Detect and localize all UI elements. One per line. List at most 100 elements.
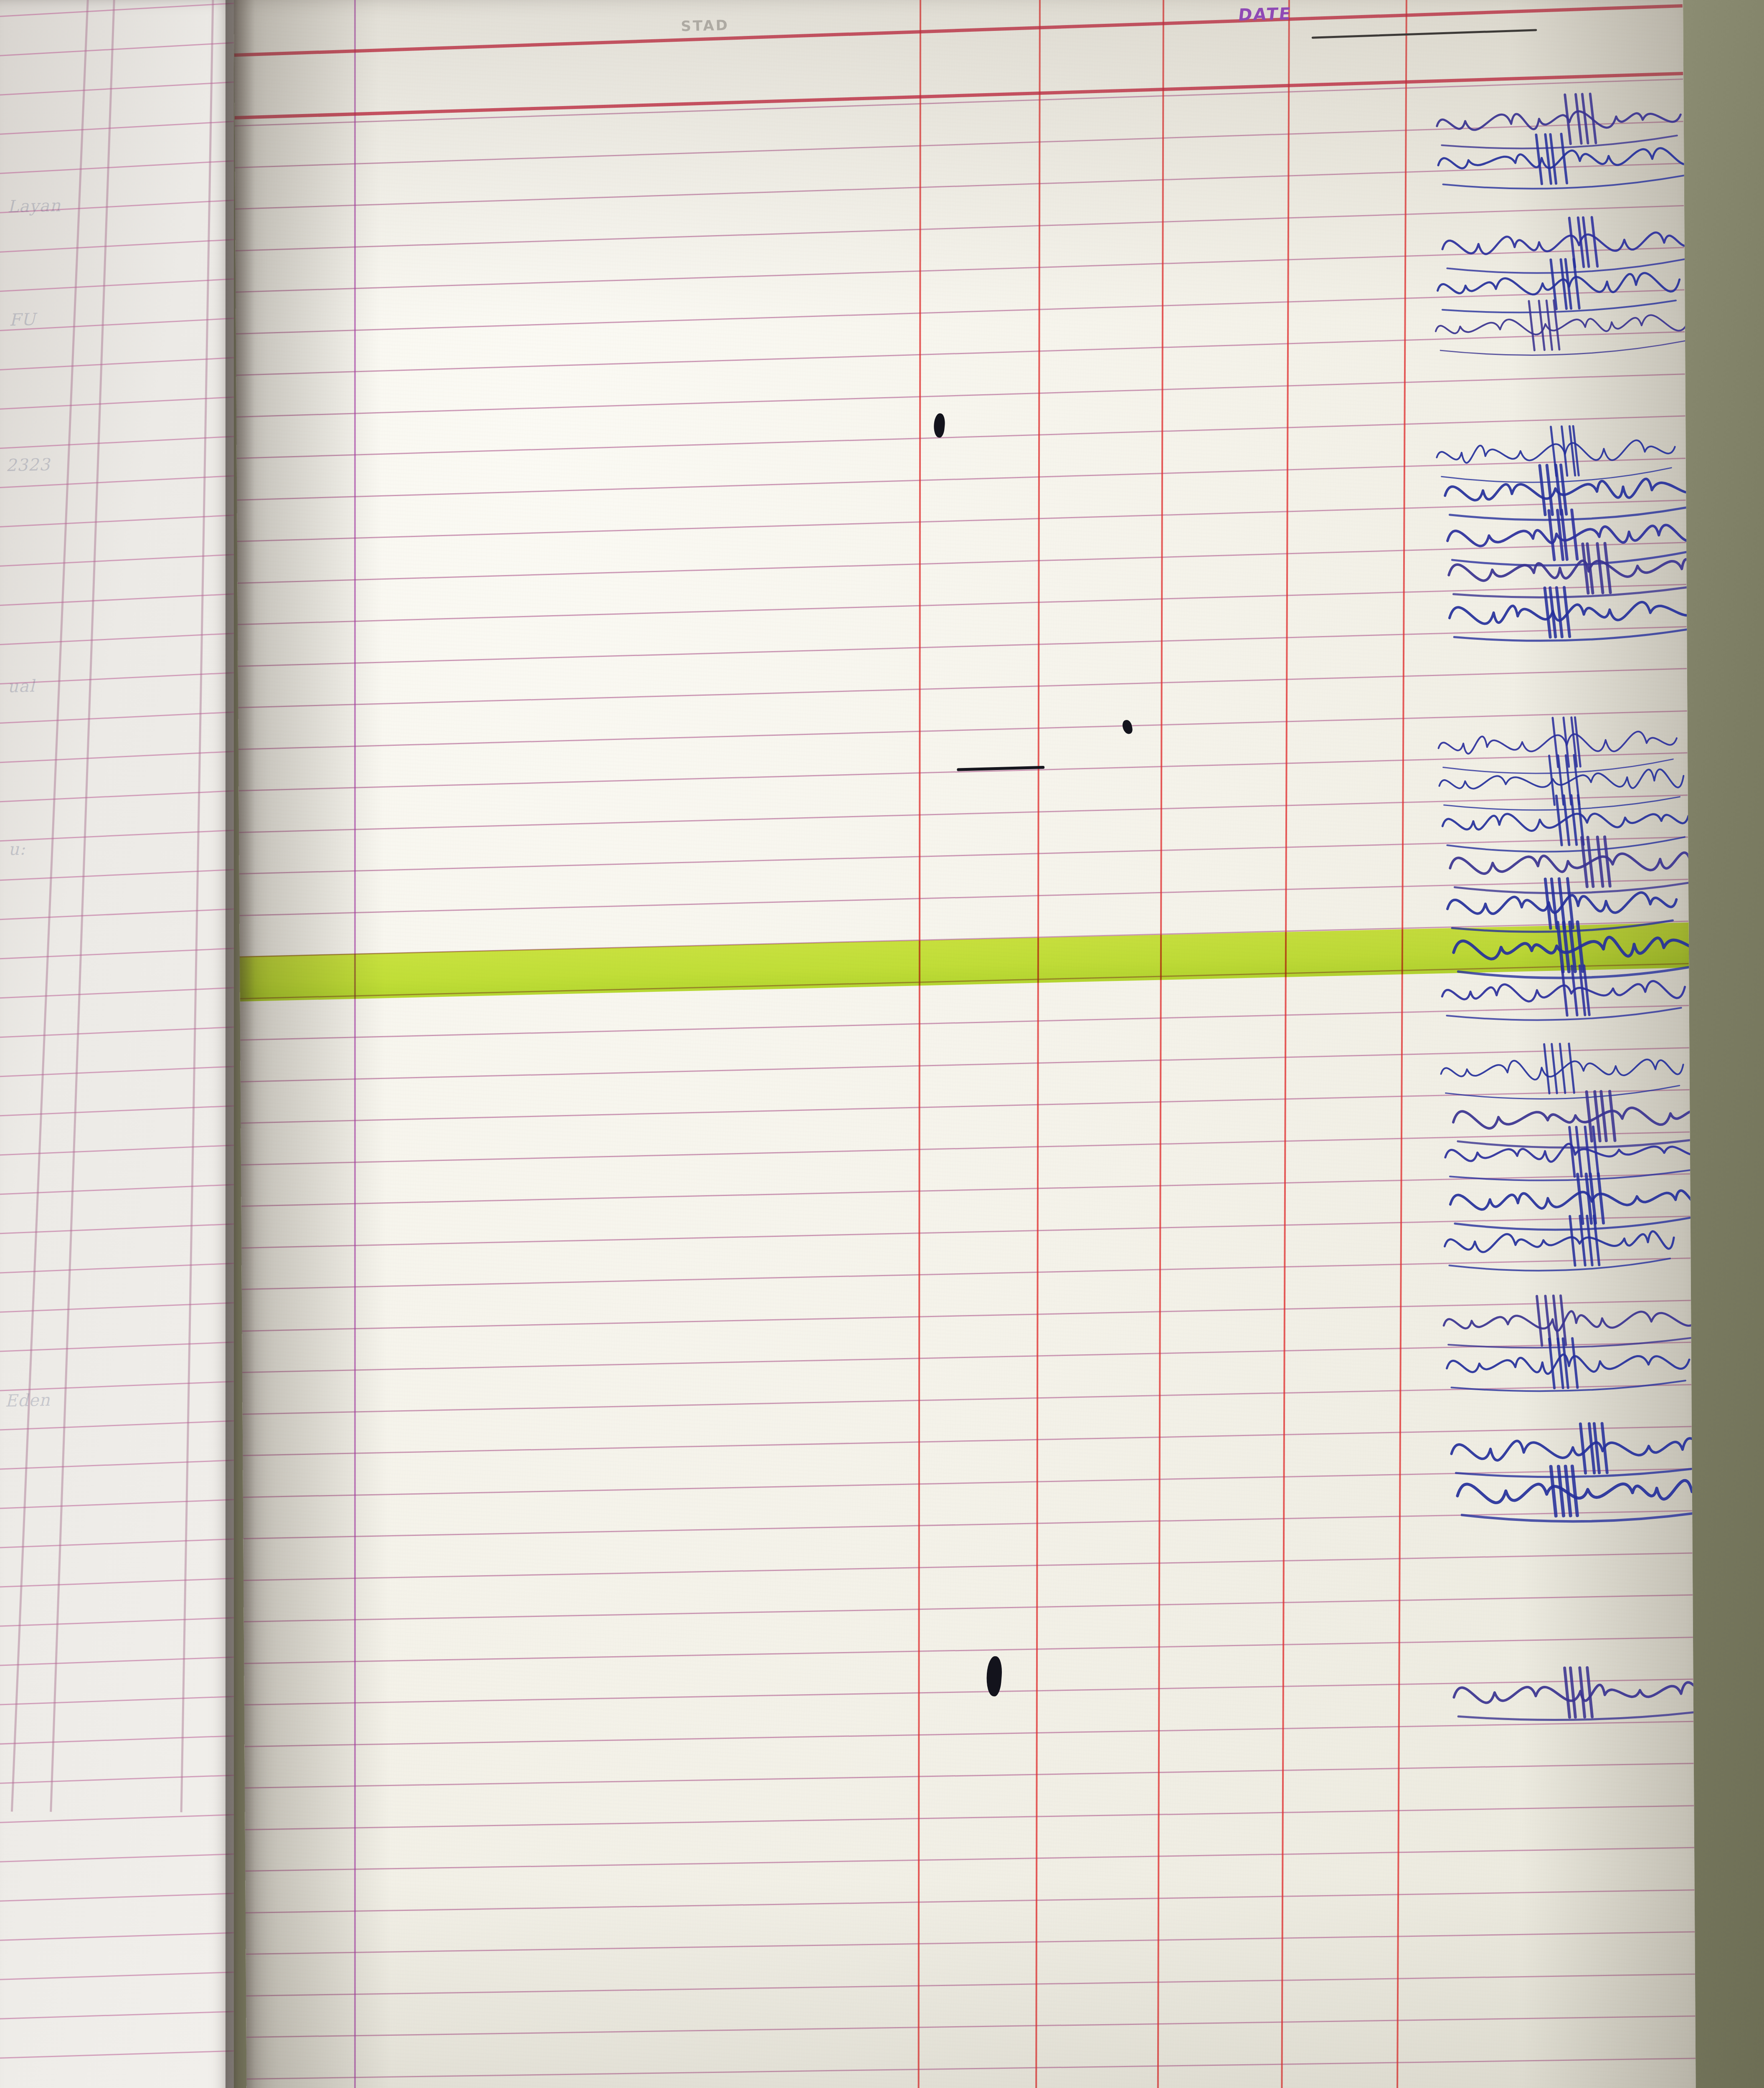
cell-name bbox=[376, 383, 380, 415]
cell-out2 bbox=[1310, 418, 1311, 451]
cell-in1 bbox=[939, 712, 940, 744]
cell-in1 bbox=[942, 1252, 943, 1285]
previous-page: Layan FU 2323 ual u: Eden bbox=[0, 0, 234, 2088]
previous-page-rule bbox=[0, 1379, 234, 1392]
cell-in2 bbox=[1180, 129, 1181, 161]
previous-page-rule bbox=[0, 1537, 234, 1549]
previous-page-rule bbox=[0, 2009, 234, 2020]
previous-page-rule bbox=[0, 1300, 234, 1313]
cell-out1 bbox=[1057, 586, 1058, 619]
cell-name bbox=[382, 1380, 387, 1412]
cell-name bbox=[383, 1422, 387, 1454]
previous-page-rule bbox=[0, 1498, 234, 1510]
cell-out2 bbox=[1315, 1208, 1316, 1241]
cell-out2 bbox=[1311, 502, 1312, 534]
cell-in1 bbox=[939, 795, 940, 827]
previous-page-rule bbox=[0, 434, 234, 450]
previous-page-rule bbox=[0, 512, 234, 528]
cell-in2 bbox=[1181, 419, 1182, 452]
cell-out1 bbox=[1060, 1085, 1061, 1117]
attendance-table bbox=[234, 0, 1697, 2088]
cell-in2 bbox=[1184, 877, 1185, 909]
previous-page-rule bbox=[0, 591, 234, 607]
cell-out2 bbox=[1312, 585, 1313, 617]
previous-page-rule bbox=[0, 1340, 234, 1353]
cell-in2 bbox=[1186, 1167, 1187, 1200]
cell-in2 bbox=[1186, 1209, 1187, 1242]
previous-page-rule bbox=[0, 631, 234, 646]
cell-name bbox=[376, 424, 380, 457]
cell-name bbox=[379, 840, 383, 872]
cell-name bbox=[382, 1338, 386, 1371]
cell-name bbox=[377, 549, 381, 581]
previous-page-rule bbox=[0, 1773, 234, 1784]
cell-name bbox=[379, 881, 383, 914]
cell-in2 bbox=[1187, 1333, 1188, 1366]
previous-page-rule bbox=[0, 1891, 234, 1902]
cell-name bbox=[375, 590, 376, 623]
cell-in2 bbox=[1188, 1458, 1189, 1491]
previous-page-rule bbox=[0, 79, 234, 96]
cell-in1 bbox=[942, 1169, 943, 1201]
previous-page-rule bbox=[0, 1576, 234, 1588]
cell-date bbox=[242, 799, 247, 831]
cell-out1 bbox=[1055, 296, 1056, 328]
cell-in1 bbox=[941, 1044, 942, 1077]
cell-date bbox=[247, 1672, 252, 1704]
attendance-log-page: STAD DATE bbox=[234, 0, 1697, 2088]
previous-page-rule bbox=[0, 985, 234, 999]
previous-page-rule bbox=[0, 119, 234, 136]
cell-out1 bbox=[1055, 254, 1056, 286]
cell-name bbox=[379, 923, 384, 955]
cell-in2 bbox=[1180, 212, 1181, 244]
cell-out1 bbox=[1057, 545, 1058, 577]
previous-page-rule bbox=[0, 394, 234, 411]
cell-out1 bbox=[1057, 503, 1058, 536]
cell-name bbox=[375, 258, 380, 291]
cell-out1 bbox=[1059, 877, 1060, 910]
cell-out1 bbox=[1061, 1168, 1062, 1201]
previous-page-rule bbox=[0, 1931, 234, 1941]
previous-page-rule bbox=[0, 1025, 234, 1039]
cell-in1 bbox=[938, 587, 939, 620]
cell-name bbox=[377, 507, 381, 540]
cell-in2 bbox=[1179, 87, 1180, 119]
cell-name bbox=[379, 1297, 380, 1329]
previous-page-rule bbox=[0, 355, 234, 371]
printed-date-label: DATE bbox=[1237, 4, 1293, 24]
cell-in1 bbox=[942, 1293, 943, 1326]
cell-out1 bbox=[1062, 1376, 1063, 1408]
cell-out2 bbox=[1316, 1333, 1317, 1365]
cell-out2 bbox=[1315, 1125, 1316, 1158]
cell-out2 bbox=[1309, 211, 1310, 243]
previous-page-rule bbox=[0, 552, 234, 568]
previous-page-rule bbox=[0, 1616, 234, 1627]
cell-out2 bbox=[1313, 876, 1314, 908]
cell-out1 bbox=[1055, 213, 1056, 245]
ink-blot bbox=[1121, 719, 1133, 735]
cell-in1 bbox=[941, 1086, 942, 1118]
cell-date bbox=[242, 758, 247, 790]
previous-page-rule bbox=[0, 1852, 234, 1863]
previous-page-rule bbox=[0, 1064, 234, 1078]
strikethrough-dash bbox=[957, 766, 1044, 771]
cell-name bbox=[376, 757, 377, 789]
previous-page-rule bbox=[0, 670, 234, 685]
previous-page-rule bbox=[0, 2049, 234, 2059]
cell-out2 bbox=[1317, 1457, 1318, 1490]
cell-name bbox=[375, 216, 379, 249]
cell-date bbox=[238, 134, 243, 167]
cell-in1 bbox=[943, 1376, 944, 1409]
cell-out1 bbox=[1061, 1126, 1062, 1159]
ink-blot bbox=[985, 1656, 1004, 1697]
cell-name bbox=[374, 466, 375, 498]
cell-in2 bbox=[1183, 585, 1184, 618]
cell-date bbox=[240, 383, 245, 416]
cell-in1 bbox=[937, 379, 938, 412]
cell-out1 bbox=[1054, 129, 1055, 162]
cell-name bbox=[381, 1671, 383, 1703]
cell-out2 bbox=[1313, 793, 1314, 825]
cell-name bbox=[381, 1172, 385, 1205]
cell-name bbox=[378, 1047, 379, 1080]
previous-page-rule bbox=[0, 1734, 234, 1745]
